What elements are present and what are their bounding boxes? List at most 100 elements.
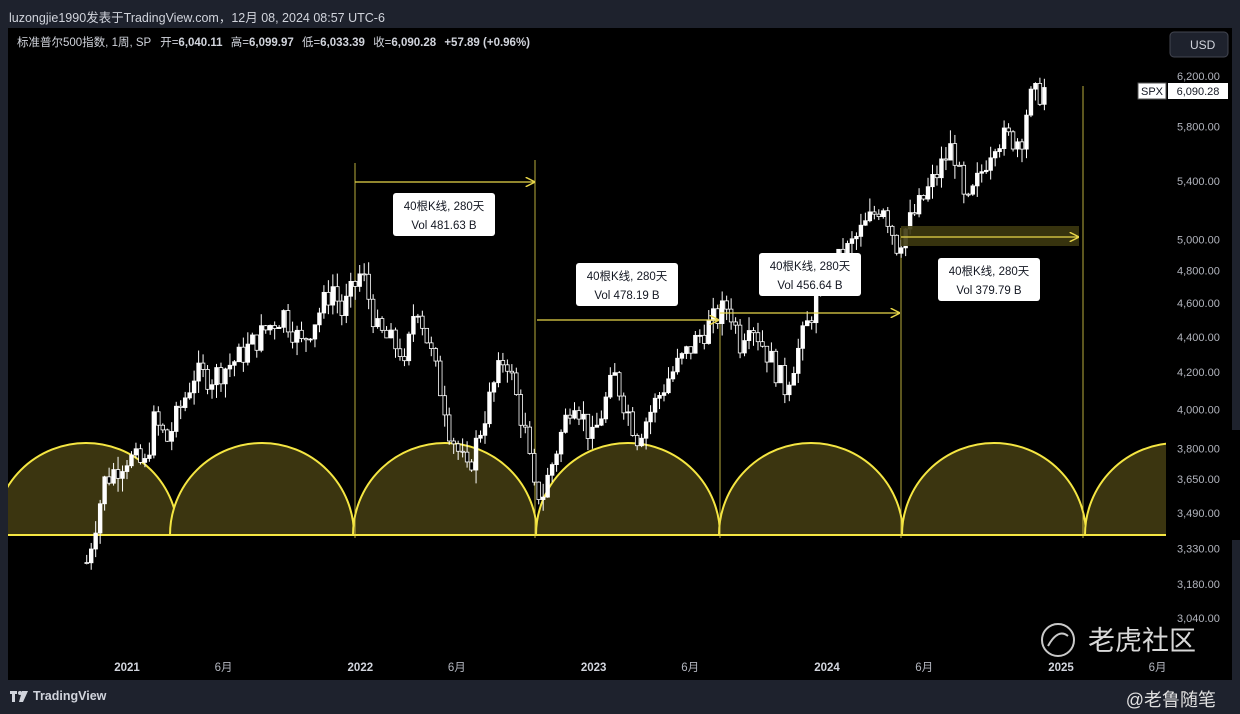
candles (84, 77, 1047, 570)
candle (97, 499, 103, 544)
candle (805, 311, 810, 327)
candle (169, 422, 174, 451)
candle (769, 342, 774, 363)
candle (1001, 120, 1007, 156)
candle (353, 280, 358, 300)
annotation-4[interactable]: 40根K线, 280天 Vol 379.79 B (938, 258, 1040, 301)
candle (191, 370, 197, 405)
candle (746, 317, 752, 350)
candle (890, 224, 895, 245)
range-measures (355, 182, 1079, 320)
price-tick-label: 4,200.00 (1177, 367, 1220, 379)
price-tick-label: 3,040.00 (1177, 613, 1220, 625)
candle (858, 213, 864, 247)
high-label: 高= (231, 35, 249, 49)
annotation-1[interactable]: 40根K线, 280天 Vol 481.63 B (393, 193, 495, 236)
candle (585, 413, 591, 451)
candle (491, 380, 497, 402)
candle (755, 322, 761, 351)
candle (268, 324, 273, 335)
candle (165, 428, 170, 442)
candle (133, 442, 139, 459)
price-tick-label: 4,600.00 (1177, 298, 1220, 310)
candle (697, 329, 703, 343)
candle (335, 273, 340, 314)
annotation-line2: Vol 481.63 B (411, 220, 477, 232)
price-axis[interactable]: 6,200.00 5,800.00 5,400.00 5,000.00 4,800.00… (1177, 71, 1220, 625)
candle (872, 205, 877, 220)
annotation-3[interactable]: 40根K线, 280天 Vol 456.64 B (759, 253, 861, 296)
candle (867, 198, 873, 223)
candle (925, 177, 931, 202)
low-label: 低= (302, 36, 320, 49)
candle (679, 352, 685, 365)
currency-button[interactable]: USD (1169, 31, 1229, 58)
candle (303, 337, 309, 352)
time-tick-label: 6月 (448, 662, 466, 674)
candle (921, 194, 926, 201)
candle (809, 316, 814, 330)
annotation-line1: 40根K线, 280天 (587, 269, 668, 283)
annotation-line2: Vol 379.79 B (956, 285, 1022, 297)
time-axis[interactable]: 2021 6月 2022 6月 2023 6月 2024 6月 2025 6月 (114, 662, 1166, 674)
candle (196, 350, 201, 393)
candle (706, 310, 711, 345)
candle (393, 327, 398, 358)
annotation-line1: 40根K线, 280天 (770, 259, 851, 273)
candle (984, 160, 989, 174)
high-value: 6,099.97 (249, 37, 294, 49)
candle (733, 317, 738, 334)
candle (299, 321, 304, 343)
range-band-4 (901, 226, 1079, 246)
candle (724, 295, 729, 321)
annotation-line1: 40根K线, 280天 (404, 199, 485, 213)
candle (854, 232, 859, 250)
candle (554, 450, 559, 472)
candle (411, 304, 416, 342)
candle (608, 367, 613, 399)
candle (970, 184, 975, 196)
currency-label: USD (1190, 38, 1216, 52)
price-tick-label: 4,000.00 (1177, 404, 1220, 416)
tradingview-logo[interactable]: TradingView (10, 689, 106, 703)
candle (218, 362, 224, 392)
annotation-box (759, 253, 861, 296)
candle (361, 263, 367, 282)
candle (992, 148, 998, 167)
candle (885, 206, 890, 234)
candle (138, 444, 143, 465)
candle (728, 298, 734, 330)
candle (1033, 82, 1038, 101)
ohlc-legend: 标准普尔500指数, 1周, SP 开=6,040.11 高=6,099.97 … (17, 35, 530, 49)
candle (433, 347, 438, 367)
candle (657, 391, 662, 410)
candle (975, 162, 980, 197)
close-value: 6,090.28 (391, 37, 436, 49)
candle (894, 234, 899, 256)
candle (567, 408, 573, 425)
candle (406, 331, 412, 366)
candle (702, 324, 707, 350)
last-price-badge: SPX 6,090.28 (1137, 82, 1228, 100)
candle (388, 323, 394, 339)
candle (473, 430, 479, 484)
tradingview-logo-icon (10, 690, 28, 702)
annotation-box (393, 193, 495, 236)
candle (424, 327, 430, 344)
price-tick-label: 4,400.00 (1177, 332, 1220, 344)
candle (326, 280, 331, 315)
candle (142, 453, 148, 468)
price-tick-label: 3,180.00 (1177, 579, 1220, 591)
time-tick-label: 2025 (1048, 662, 1074, 674)
candle (545, 467, 550, 498)
open-label: 开= (160, 37, 178, 49)
badge-symbol: SPX (1141, 86, 1164, 98)
candle (429, 336, 434, 357)
tradingview-brand: TradingView (33, 689, 107, 703)
candle (460, 438, 465, 458)
candle (581, 401, 586, 432)
candle (912, 203, 917, 216)
candle (285, 304, 291, 338)
annotation-2[interactable]: 40根K线, 280天 Vol 478.19 B (576, 263, 678, 306)
